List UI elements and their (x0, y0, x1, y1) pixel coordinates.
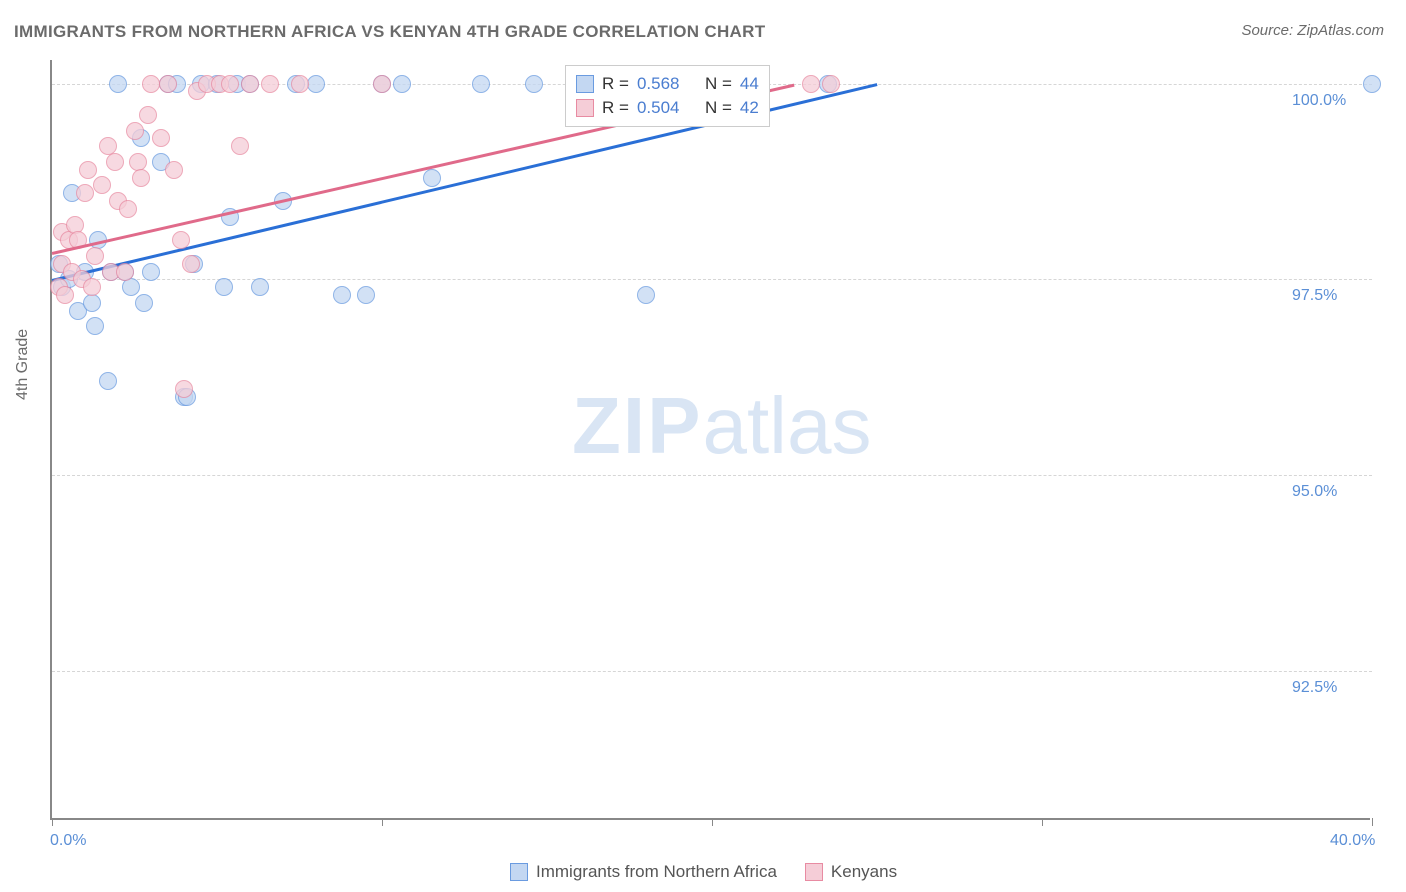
y-tick-label: 92.5% (1292, 679, 1337, 697)
scatter-point (135, 294, 153, 312)
series-swatch (510, 863, 528, 881)
stat-n-label: N = (705, 98, 732, 118)
scatter-point (241, 75, 259, 93)
scatter-point (165, 161, 183, 179)
series-swatch (576, 99, 594, 117)
stats-row: R = 0.504 N = 42 (576, 96, 759, 120)
bottom-legend: Immigrants from Northern Africa Kenyans (510, 862, 897, 882)
scatter-point (251, 278, 269, 296)
scatter-point (822, 75, 840, 93)
scatter-point (119, 200, 137, 218)
stats-legend-box: R = 0.568 N = 44R = 0.504 N = 42 (565, 65, 770, 127)
scatter-point (172, 231, 190, 249)
scatter-point (86, 247, 104, 265)
stats-row: R = 0.568 N = 44 (576, 72, 759, 96)
scatter-point (307, 75, 325, 93)
series-swatch (576, 75, 594, 93)
correlation-chart: IMMIGRANTS FROM NORTHERN AFRICA VS KENYA… (0, 0, 1406, 892)
legend-label: Kenyans (831, 862, 897, 882)
scatter-point (525, 75, 543, 93)
stat-n-value: 44 (740, 74, 759, 94)
scatter-point (106, 153, 124, 171)
x-tick (1042, 818, 1043, 826)
stat-r-label: R = (602, 98, 629, 118)
chart-title: IMMIGRANTS FROM NORTHERN AFRICA VS KENYA… (14, 22, 765, 42)
scatter-point (122, 278, 140, 296)
scatter-point (215, 278, 233, 296)
scatter-point (93, 176, 111, 194)
legend-label: Immigrants from Northern Africa (536, 862, 777, 882)
x-tick-label: 40.0% (1330, 832, 1375, 850)
scatter-point (175, 380, 193, 398)
scatter-point (231, 137, 249, 155)
x-tick (52, 818, 53, 826)
source-label: Source: ZipAtlas.com (1241, 22, 1384, 39)
y-tick-label: 97.5% (1292, 287, 1337, 305)
scatter-point (423, 169, 441, 187)
scatter-point (99, 372, 117, 390)
legend-item: Kenyans (805, 862, 897, 882)
scatter-point (472, 75, 490, 93)
plot-area: ZIPatlas 92.5%95.0%97.5%100.0%0.0%40.0% (50, 60, 1370, 820)
scatter-point (802, 75, 820, 93)
scatter-point (221, 75, 239, 93)
scatter-point (182, 255, 200, 273)
x-tick-label: 0.0% (50, 832, 86, 850)
scatter-point (139, 106, 157, 124)
gridline (52, 671, 1372, 672)
scatter-point (86, 317, 104, 335)
scatter-point (132, 169, 150, 187)
stat-n-label: N = (705, 74, 732, 94)
scatter-point (142, 75, 160, 93)
scatter-point (1363, 75, 1381, 93)
scatter-point (357, 286, 375, 304)
scatter-point (291, 75, 309, 93)
stat-r-label: R = (602, 74, 629, 94)
scatter-point (152, 129, 170, 147)
y-tick-label: 95.0% (1292, 483, 1337, 501)
gridline (52, 475, 1372, 476)
scatter-point (83, 278, 101, 296)
legend-item: Immigrants from Northern Africa (510, 862, 777, 882)
scatter-point (142, 263, 160, 281)
scatter-point (79, 161, 97, 179)
scatter-point (637, 286, 655, 304)
scatter-point (159, 75, 177, 93)
watermark: ZIPatlas (572, 380, 871, 472)
stat-r-value: 0.568 (637, 74, 680, 94)
scatter-point (126, 122, 144, 140)
x-tick (382, 818, 383, 826)
scatter-point (109, 75, 127, 93)
scatter-point (373, 75, 391, 93)
scatter-point (56, 286, 74, 304)
scatter-point (116, 263, 134, 281)
x-tick (1372, 818, 1373, 826)
x-tick (712, 818, 713, 826)
watermark-zip: ZIP (572, 381, 702, 470)
gridline (52, 279, 1372, 280)
scatter-point (83, 294, 101, 312)
y-axis-label: 4th Grade (14, 329, 32, 400)
scatter-point (76, 184, 94, 202)
series-swatch (805, 863, 823, 881)
scatter-point (393, 75, 411, 93)
y-tick-label: 100.0% (1292, 92, 1346, 110)
scatter-point (333, 286, 351, 304)
stat-r-value: 0.504 (637, 98, 680, 118)
stat-n-value: 42 (740, 98, 759, 118)
scatter-point (261, 75, 279, 93)
watermark-atlas: atlas (702, 381, 871, 470)
